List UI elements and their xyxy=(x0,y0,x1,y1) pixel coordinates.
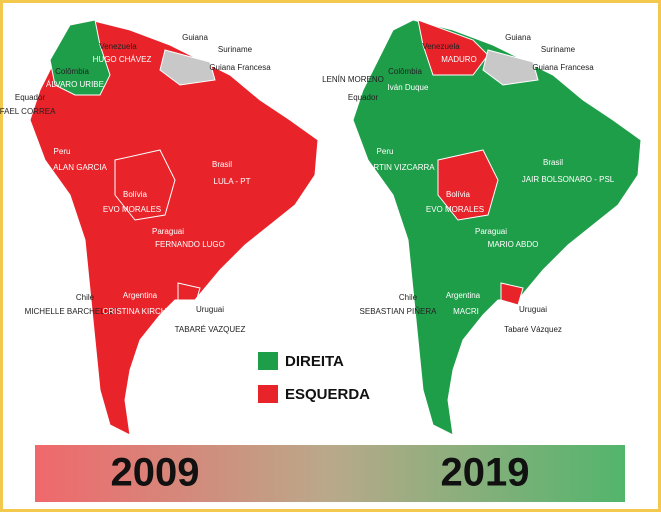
map-label: Venezuela xyxy=(99,42,137,51)
legend-right: DIREITA xyxy=(285,353,344,370)
map-label: RAFAEL CORREA xyxy=(0,107,56,116)
legend-left: ESQUERDA xyxy=(285,386,370,403)
labels: Venezuela HUGO CHÁVEZ Guiana Suriname Guiana… xyxy=(0,33,615,334)
map-label: Paraguai xyxy=(475,227,507,236)
map-label: Peru xyxy=(54,147,71,156)
map-label: LULA - PT xyxy=(214,177,251,186)
map-label: Equador xyxy=(15,93,46,102)
map-label: Brasil xyxy=(212,160,232,169)
map-2009 xyxy=(29,19,319,436)
map-label: Suriname xyxy=(218,45,253,54)
map-label: MADURO xyxy=(441,55,477,64)
map-label: Suriname xyxy=(541,45,576,54)
map-label: Colômbia xyxy=(55,67,89,76)
map-label: ALAN GARCIA xyxy=(53,163,107,172)
map-label: MARTIN VIZCARRA xyxy=(361,163,435,172)
year: 2019 xyxy=(441,451,530,495)
year: 2009 xyxy=(111,451,200,495)
map-label: Bolívia xyxy=(123,190,148,199)
map-label: Peru xyxy=(377,147,394,156)
map-label: SEBASTIAN PIÑERA xyxy=(360,307,438,316)
map-label: Chile xyxy=(76,293,95,302)
map-label: Tabaré Vázquez xyxy=(504,325,562,334)
map-label: Uruguai xyxy=(196,305,224,314)
map-label: LENÍN MORENO xyxy=(322,75,384,84)
timeline-bar xyxy=(35,445,625,502)
map-label: TABARÉ VAZQUEZ xyxy=(175,325,246,334)
map-label: CRISTINA KIRCHNER xyxy=(103,307,184,316)
map-label: Paraguai xyxy=(152,227,184,236)
map-label: FERNANDO LUGO xyxy=(155,240,225,249)
map-label: JAIR BOLSONARO - PSL xyxy=(522,175,615,184)
map-label: Brasil xyxy=(543,158,563,167)
map-2019 xyxy=(352,19,642,436)
map-label: Guiana xyxy=(182,33,208,42)
map-label: EVO MORALES xyxy=(426,205,484,214)
map-label: Bolívia xyxy=(446,190,471,199)
legend-swatch-left xyxy=(258,385,278,403)
map-label: MACRI xyxy=(453,307,479,316)
map-label: HUGO CHÁVEZ xyxy=(93,55,152,64)
legend-swatch-right xyxy=(258,352,278,370)
map-label: Guiana Francesa xyxy=(532,63,594,72)
map-label: Guiana xyxy=(505,33,531,42)
map-label: Equador xyxy=(348,93,379,102)
map-label: MARIO ABDO xyxy=(488,240,539,249)
map-label: EVO MORALES xyxy=(103,205,161,214)
map-label: Iván Duque xyxy=(388,83,429,92)
map-label: Colômbia xyxy=(388,67,422,76)
map-label: Venezuela xyxy=(422,42,460,51)
map-label: Argentina xyxy=(123,291,158,300)
map-label: Argentina xyxy=(446,291,481,300)
map-label: Guiana Francesa xyxy=(209,63,271,72)
map-label: Chile xyxy=(399,293,418,302)
map-label: MICHELLE BARCHELLET xyxy=(25,307,120,316)
map-label: Uruguai xyxy=(519,305,547,314)
map-label: ÁLVARO URIBE xyxy=(46,80,104,89)
